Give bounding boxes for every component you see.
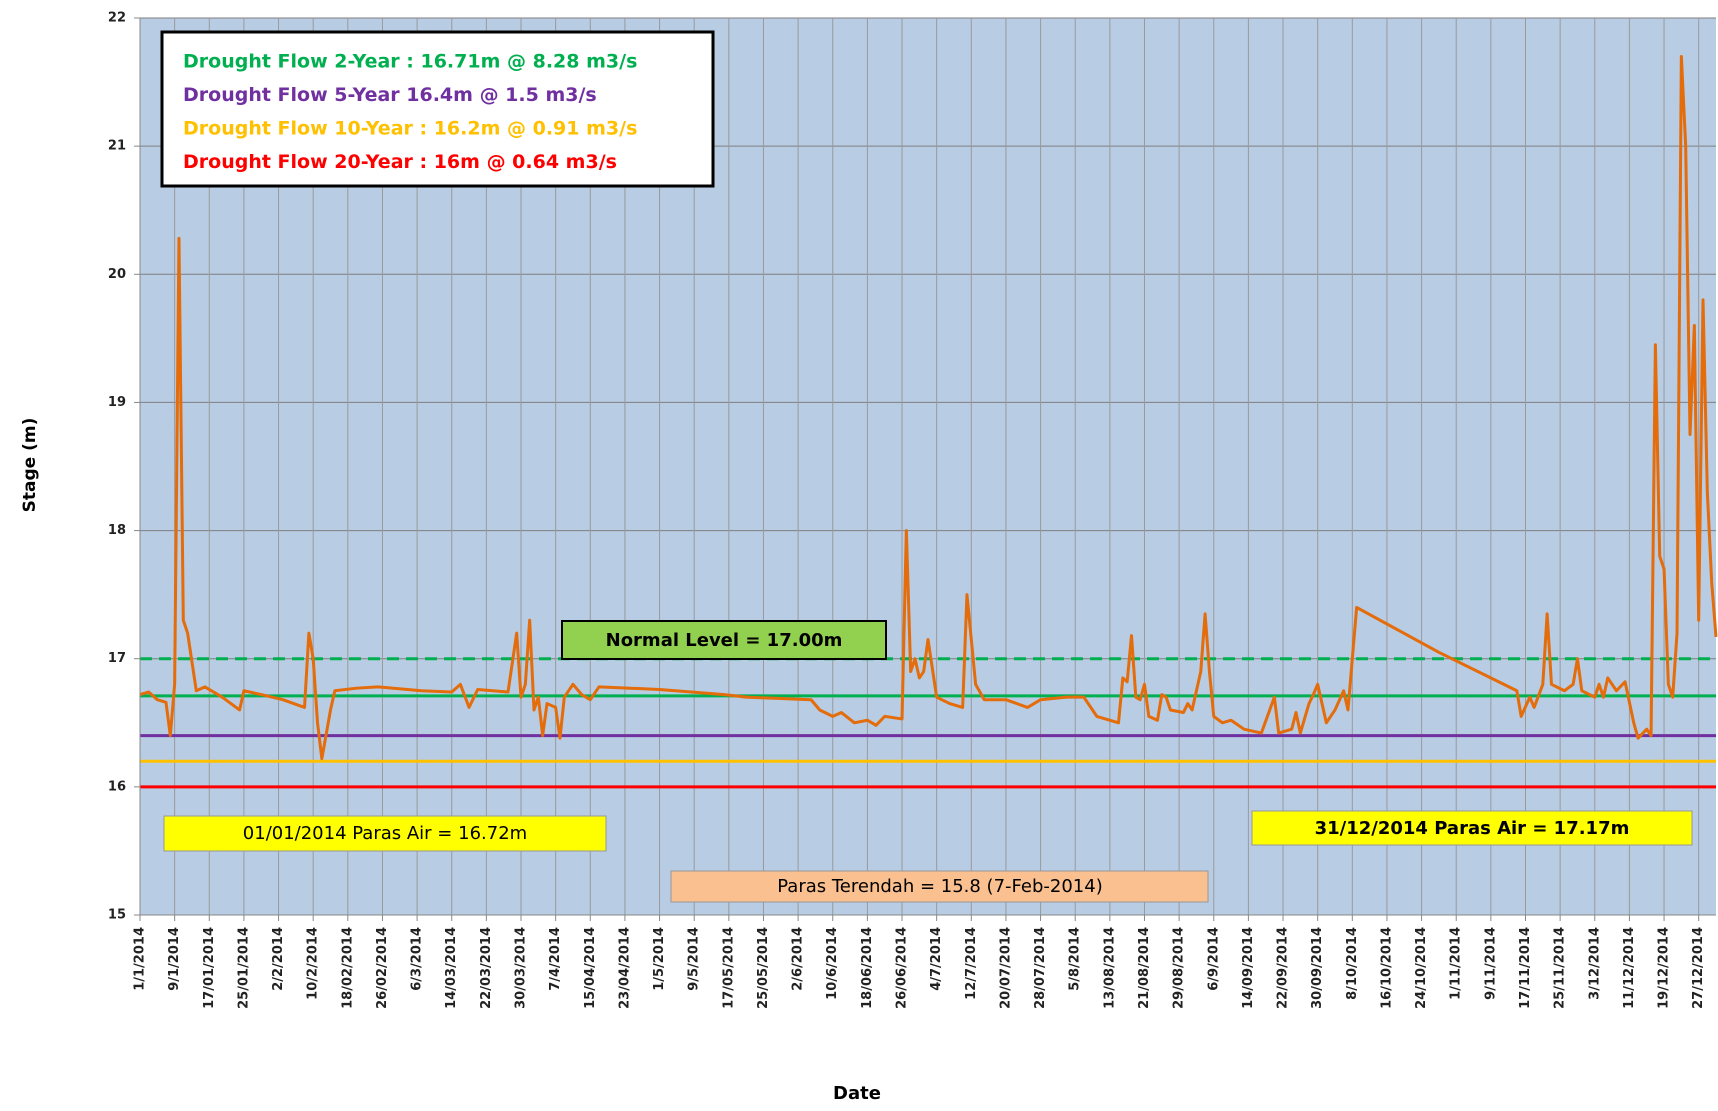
x-tick-label: 6/3/2014	[410, 927, 425, 991]
x-tick-label: 11/12/2014	[1622, 927, 1637, 1009]
x-tick-label: 8/10/2014	[1345, 927, 1360, 1000]
x-tick-label: 21/08/2014	[1137, 927, 1152, 1009]
x-tick-label: 1/1/2014	[133, 927, 148, 991]
x-tick-label: 19/12/2014	[1657, 927, 1672, 1009]
x-tick-label: 23/04/2014	[617, 927, 632, 1009]
x-tick-label: 30/03/2014	[514, 927, 529, 1009]
normal-level-label: Normal Level = 17.00m	[606, 630, 843, 651]
x-tick-label: 18/06/2014	[860, 927, 875, 1009]
x-tick-label: 30/09/2014	[1310, 927, 1325, 1009]
annotation-box	[1251, 810, 1693, 846]
legend-label: Drought Flow 20-Year : 16m @ 0.64 m3/s	[183, 151, 617, 173]
x-tick-label: 22/03/2014	[479, 927, 494, 1009]
x-tick-label: 10/2/2014	[306, 927, 321, 1000]
y-tick-label: 18	[108, 523, 126, 538]
x-tick-label: 26/06/2014	[895, 927, 910, 1009]
x-tick-label: 9/11/2014	[1483, 927, 1498, 1000]
legend-box	[160, 30, 715, 188]
y-axis-label: Stage (m)	[20, 418, 40, 513]
annotation: 01/01/2014 Paras Air = 16.72m	[243, 823, 527, 844]
x-tick-label: 5/8/2014	[1068, 927, 1083, 991]
x-tick-label: 22/09/2014	[1276, 927, 1291, 1009]
legend-label: Drought Flow 10-Year : 16.2m @ 0.91 m3/s	[183, 118, 637, 140]
x-tick-label: 25/11/2014	[1553, 927, 1568, 1009]
x-axis-label: Date	[833, 1083, 881, 1104]
x-tick-label: 14/09/2014	[1241, 927, 1256, 1009]
x-tick-label: 24/10/2014	[1414, 927, 1429, 1009]
x-tick-label: 2/6/2014	[791, 927, 806, 991]
x-tick-label: 15/04/2014	[583, 927, 598, 1009]
y-tick-label: 17	[108, 651, 126, 666]
x-tick-label: 6/9/2014	[1206, 927, 1221, 991]
x-tick-label: 1/5/2014	[652, 927, 667, 991]
x-tick-label: 25/05/2014	[756, 927, 771, 1009]
legend: Drought Flow 2-Year : 16.71m @ 8.28 m3/s…	[183, 51, 637, 174]
y-tick-label: 22	[108, 11, 126, 26]
y-tick-label: 15	[108, 908, 126, 923]
annotation-box	[670, 870, 1209, 903]
x-tick-label: 16/10/2014	[1379, 927, 1394, 1009]
legend-label: Drought Flow 5-Year 16.4m @ 1.5 m3/s	[183, 84, 597, 106]
data-line	[139, 54, 1718, 761]
x-tick-label: 18/02/2014	[340, 927, 355, 1009]
x-tick-label: 12/7/2014	[964, 927, 979, 1000]
y-tick-label: 19	[108, 395, 126, 410]
annotation: 31/12/2014 Paras Air = 17.17m	[1315, 818, 1630, 839]
x-tick-label: 17/11/2014	[1518, 927, 1533, 1009]
x-tick-label: 27/12/2014	[1691, 927, 1706, 1009]
normal-level-box	[561, 620, 887, 660]
x-tick-label: 1/11/2014	[1449, 927, 1464, 1000]
x-tick-label: 10/6/2014	[825, 927, 840, 1000]
x-tick-label: 28/07/2014	[1033, 927, 1048, 1009]
x-tick-label: 14/03/2014	[444, 927, 459, 1009]
x-tick-label: 9/5/2014	[687, 927, 702, 991]
x-tick-label: 25/01/2014	[236, 927, 251, 1009]
x-tick-label: 4/7/2014	[929, 927, 944, 991]
y-tick-label: 21	[108, 139, 126, 154]
x-tick-label: 3/12/2014	[1587, 927, 1602, 1000]
annotation-box	[163, 815, 607, 852]
y-tick-label: 16	[108, 779, 126, 794]
x-tick-label: 7/4/2014	[548, 927, 563, 991]
x-tick-label: 9/1/2014	[167, 927, 182, 991]
reference-lines	[140, 657, 1716, 789]
x-tick-label: 17/01/2014	[202, 927, 217, 1009]
x-tick-label: 2/2/2014	[271, 927, 286, 991]
x-tick-label: 20/07/2014	[998, 927, 1013, 1009]
data-lines	[139, 54, 1718, 761]
axes: 15 16 17 18 19 20 21 22 1/1/2014 9/1/2014 17/01/20…	[108, 11, 1716, 1009]
x-tick-label: 29/08/2014	[1172, 927, 1187, 1009]
y-tick-label: 20	[108, 267, 126, 282]
annotation: Paras Terendah = 15.8 (7-Feb-2014)	[777, 876, 1102, 897]
x-tick-label: 17/05/2014	[721, 927, 736, 1009]
legend-label: Drought Flow 2-Year : 16.71m @ 8.28 m3/s	[183, 51, 637, 73]
x-tick-label: 26/02/2014	[375, 927, 390, 1009]
x-tick-label: 13/08/2014	[1102, 927, 1117, 1009]
